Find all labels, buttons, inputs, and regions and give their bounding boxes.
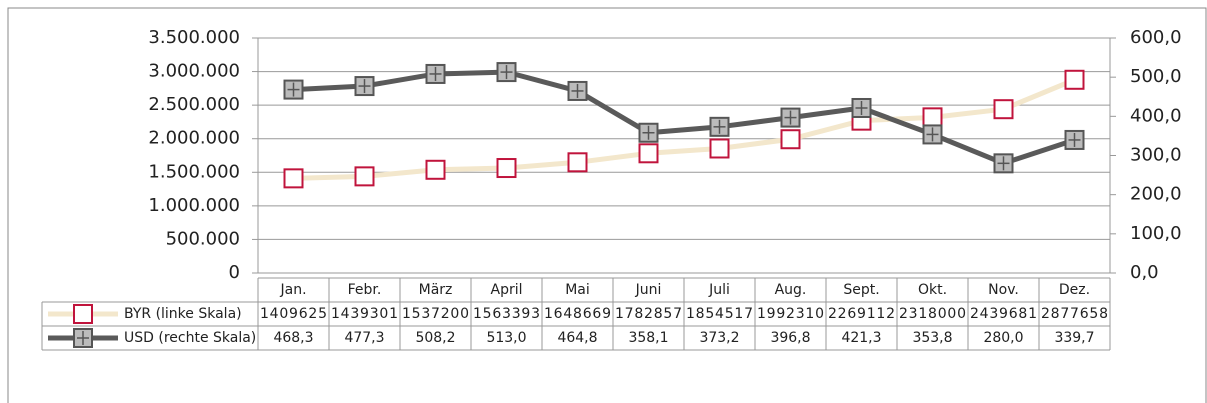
y2-tick-label: 600,0 xyxy=(1130,27,1182,48)
y2-tick-label: 200,0 xyxy=(1130,184,1182,205)
table-value: 396,8 xyxy=(770,330,810,346)
x-tick-label: Juni xyxy=(635,282,662,298)
table-value: 373,2 xyxy=(699,330,739,346)
chart-frame xyxy=(7,7,1207,403)
marker xyxy=(354,166,375,187)
x-tick-label: Sept. xyxy=(843,282,879,298)
table-value: 1409625 xyxy=(260,306,327,322)
table-value: 1563393 xyxy=(473,306,540,322)
marker xyxy=(567,152,588,173)
x-tick-label: Juli xyxy=(708,282,730,298)
table-value: 513,0 xyxy=(486,330,526,346)
marker xyxy=(638,143,659,164)
x-tick-label: Nov. xyxy=(988,282,1019,298)
marker xyxy=(283,168,304,189)
y2-tick-label: 100,0 xyxy=(1130,223,1182,244)
table-value: 2269112 xyxy=(828,306,895,322)
y2-tick-label: 500,0 xyxy=(1130,66,1182,87)
table-value: 421,3 xyxy=(841,330,881,346)
y-tick-label: 3.500.000 xyxy=(148,27,240,48)
marker xyxy=(922,107,943,128)
table-value: 358,1 xyxy=(628,330,668,346)
marker xyxy=(780,129,801,150)
marker xyxy=(425,159,446,180)
table-value: 1439301 xyxy=(331,306,398,322)
x-tick-label: Mai xyxy=(565,282,590,298)
table-value: 339,7 xyxy=(1054,330,1094,346)
marker xyxy=(993,99,1014,120)
y-tick-label: 3.000.000 xyxy=(148,61,240,82)
table-value: 2318000 xyxy=(899,306,966,322)
table-value: 1854517 xyxy=(686,306,753,322)
y-tick-label: 500.000 xyxy=(166,228,240,249)
y2-tick-label: 400,0 xyxy=(1130,105,1182,126)
table-value: 477,3 xyxy=(344,330,384,346)
x-tick-label: Dez. xyxy=(1059,282,1090,298)
table-value: 464,8 xyxy=(557,330,597,346)
table-value: 508,2 xyxy=(415,330,455,346)
table-value: 353,8 xyxy=(912,330,952,346)
table-value: 1992310 xyxy=(757,306,824,322)
marker xyxy=(1064,69,1085,90)
x-tick-label: Aug. xyxy=(775,282,807,298)
x-tick-label: Okt. xyxy=(918,282,947,298)
y-tick-label: 0 xyxy=(229,262,240,283)
legend-label: BYR (linke Skala) xyxy=(124,306,242,322)
x-tick-label: Febr. xyxy=(348,282,382,298)
y2-tick-label: 0,0 xyxy=(1130,262,1159,283)
legend-label: USD (rechte Skala) xyxy=(124,330,256,346)
y2-tick-label: 300,0 xyxy=(1130,145,1182,166)
y-tick-label: 1.000.000 xyxy=(148,195,240,216)
table-value: 2439681 xyxy=(970,306,1037,322)
y-tick-label: 1.500.000 xyxy=(148,161,240,182)
marker xyxy=(496,158,517,179)
x-tick-label: Jan. xyxy=(279,282,306,298)
table-value: 2877658 xyxy=(1041,306,1108,322)
marker xyxy=(73,304,93,324)
table-value: 1782857 xyxy=(615,306,682,322)
table-value: 1537200 xyxy=(402,306,469,322)
x-tick-label: März xyxy=(419,282,453,298)
table-value: 1648669 xyxy=(544,306,611,322)
y-tick-label: 2.500.000 xyxy=(148,94,240,115)
table-value: 280,0 xyxy=(983,330,1023,346)
series-line xyxy=(293,69,1076,166)
series-line xyxy=(293,77,1076,181)
table-value: 468,3 xyxy=(273,330,313,346)
marker xyxy=(709,138,730,159)
y-tick-label: 2.000.000 xyxy=(148,128,240,149)
x-tick-label: April xyxy=(491,282,523,298)
